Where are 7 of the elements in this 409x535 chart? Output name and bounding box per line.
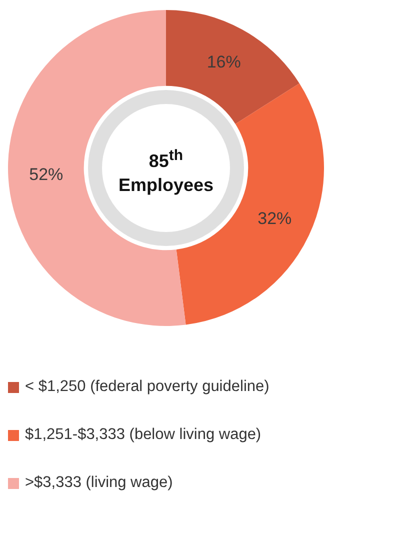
legend-label: < $1,250 (federal poverty guideline)	[25, 378, 270, 396]
data-label: 16%	[206, 52, 241, 72]
legend-label: $1,251-$3,333 (below living wage)	[25, 426, 262, 444]
text: 85$^{th}$ Employees	[117, 146, 215, 197]
data-label: 52%	[29, 165, 64, 184]
data-label: 32%	[258, 208, 292, 228]
legend-label: >$3,333 (living wage)	[25, 474, 173, 492]
